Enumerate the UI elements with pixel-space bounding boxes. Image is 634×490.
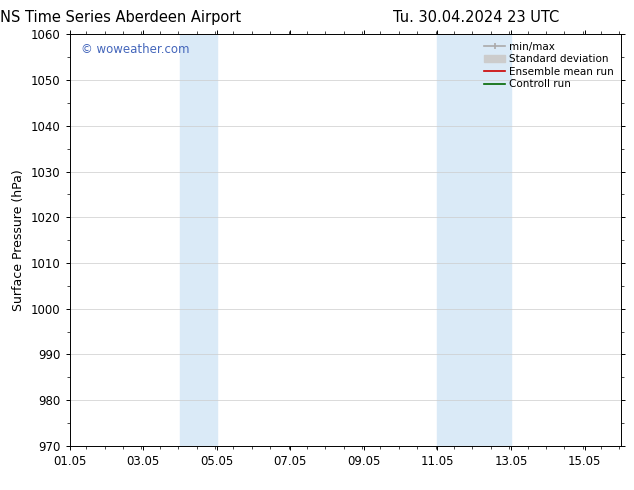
Y-axis label: Surface Pressure (hPa): Surface Pressure (hPa)	[13, 169, 25, 311]
Text: Tu. 30.04.2024 23 UTC: Tu. 30.04.2024 23 UTC	[393, 10, 559, 25]
Text: © woweather.com: © woweather.com	[81, 43, 190, 55]
Bar	[437, 34, 511, 446]
Bar	[180, 34, 217, 446]
Text: ENS Time Series Aberdeen Airport: ENS Time Series Aberdeen Airport	[0, 10, 241, 25]
Legend: min/max, Standard deviation, Ensemble mean run, Controll run: min/max, Standard deviation, Ensemble me…	[482, 40, 616, 92]
